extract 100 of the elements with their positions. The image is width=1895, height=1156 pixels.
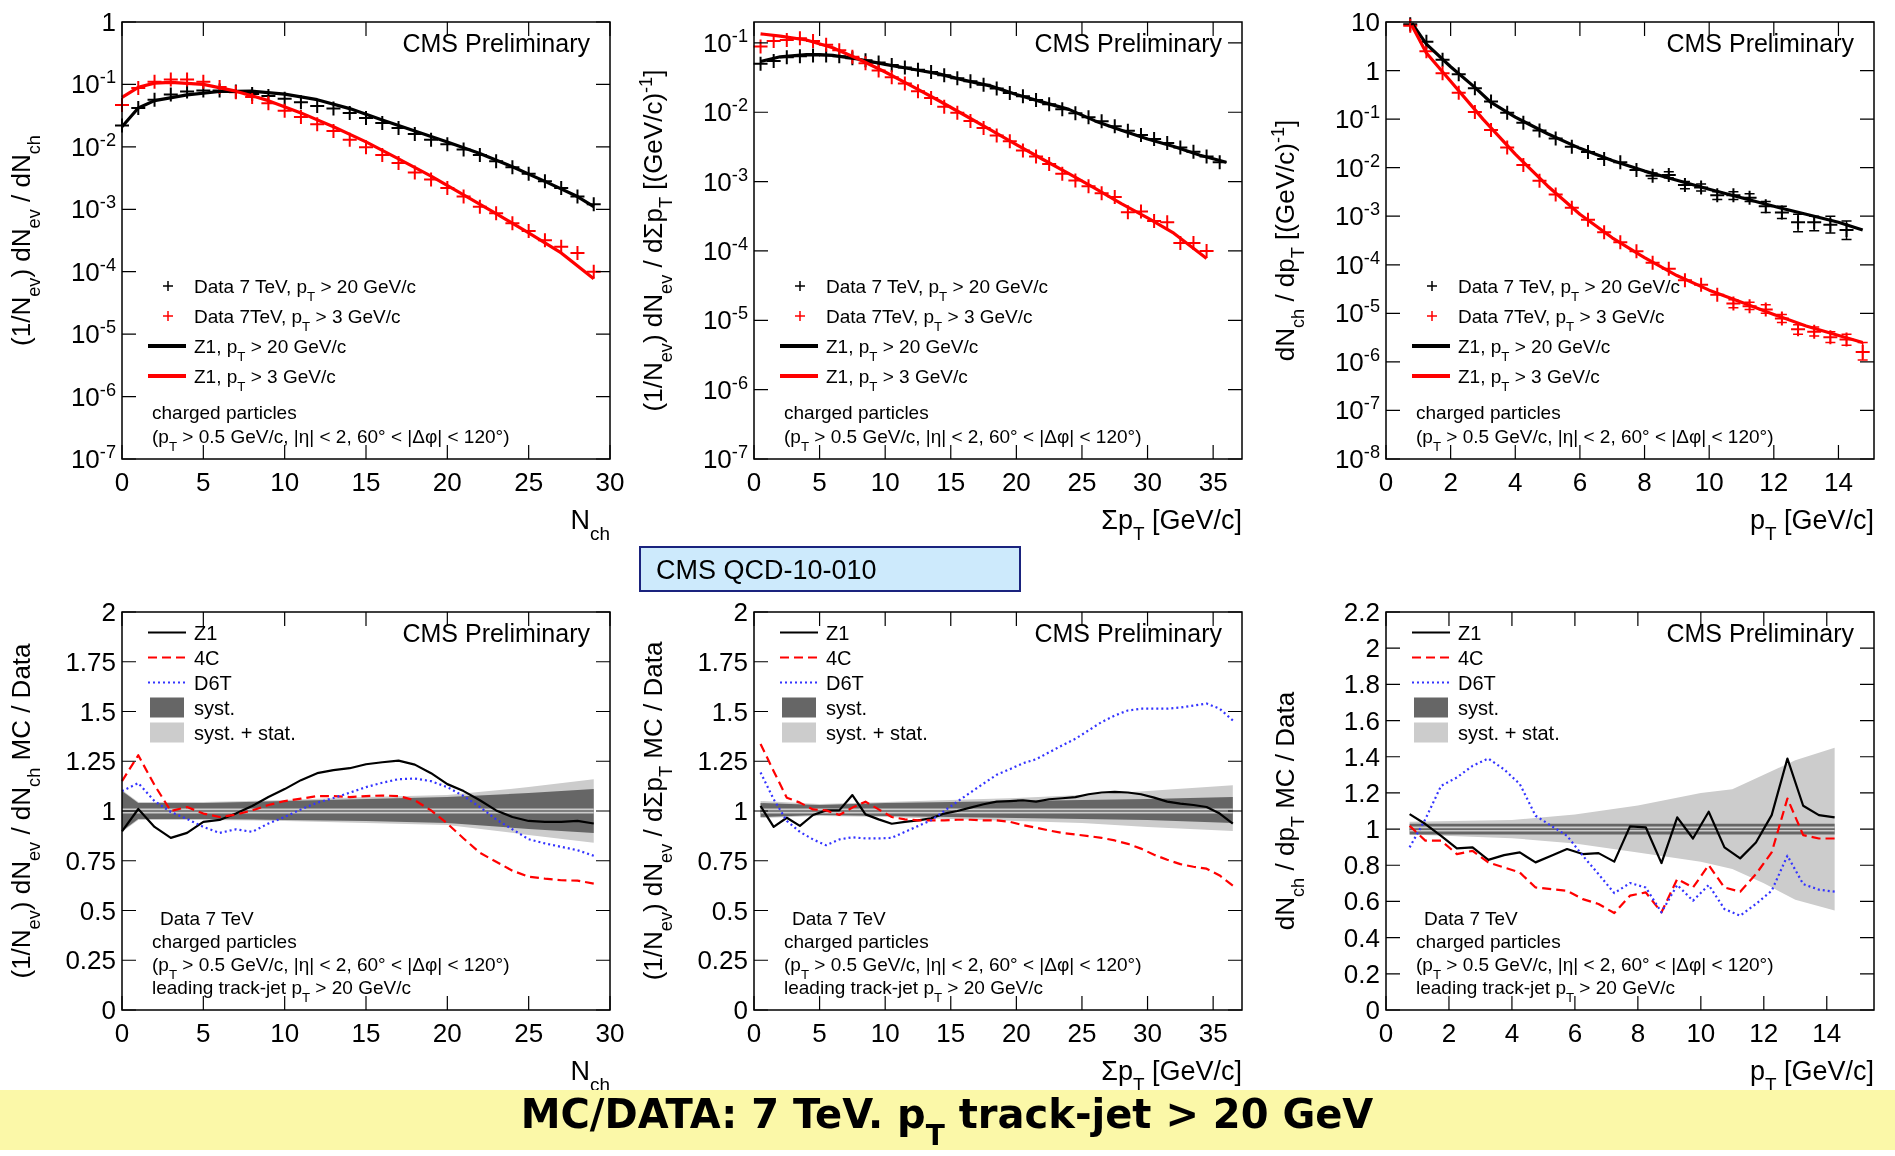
x-tick-label: 2	[1443, 467, 1458, 497]
x-axis-title: p$_{T}$ [GeV/c]	[1749, 505, 1874, 544]
x-tick-label: 10	[270, 1018, 300, 1048]
legend-label: D6T	[194, 671, 232, 694]
x-tick-label: 5	[812, 467, 827, 497]
y-tick-label: 10$^{-5}$	[1334, 296, 1380, 329]
annotation: CMS Preliminary	[1666, 29, 1855, 57]
annotation: CMS Preliminary	[1034, 619, 1223, 647]
legend-label: 4C	[826, 646, 852, 669]
annotation: CMS Preliminary	[1034, 29, 1223, 57]
y-tick-label: 10$^{-7}$	[70, 442, 116, 474]
x-tick-label: 4	[1508, 467, 1523, 497]
y-tick-label: 0.4	[1343, 922, 1380, 953]
x-axis-title: N$_{ch}$	[570, 505, 610, 544]
x-tick-label: 15	[936, 1018, 966, 1048]
annotation: (p$_{T}$ > 0.5 GeV/c, |η| < 2, 60° < |Δφ| < 120°)	[1416, 426, 1774, 454]
x-tick-label: 10	[1694, 467, 1724, 497]
y-tick-label: 0	[733, 995, 748, 1025]
legend-label: Z1, p$_{T}$ > 3 GeV/c	[826, 366, 968, 394]
x-tick-label: 25	[514, 1018, 544, 1048]
x-tick-label: 6	[1572, 467, 1588, 497]
annotation: (p$_{T}$ > 0.5 GeV/c, |η| < 2, 60° < |Δφ| < 120°)	[152, 426, 510, 454]
x-tick-label: 14	[1823, 467, 1853, 497]
x-tick-label: 10	[870, 1018, 900, 1048]
y-tick-label: 2	[733, 597, 748, 627]
y-tick-label: 10$^{-4}$	[70, 254, 116, 287]
legend-label: Z1, p$_{T}$ > 20 GeV/c	[194, 336, 347, 364]
annotation: (p$_{T}$ > 0.5 GeV/c, |η| < 2, 60° < |Δφ| < 120°)	[152, 954, 510, 982]
y-tick-label: 10$^{-3}$	[1334, 199, 1380, 232]
x-tick-label: 30	[1133, 1018, 1163, 1048]
x-tick-label: 2	[1441, 1018, 1457, 1048]
y-tick-label: 2.2	[1343, 597, 1380, 627]
y-tick-label: 10$^{-7}$	[1334, 393, 1380, 426]
x-tick-label: 20	[432, 1018, 462, 1048]
legend-label: Z1, p$_{T}$ > 3 GeV/c	[194, 366, 336, 394]
y-tick-label: 0.25	[65, 945, 116, 976]
legend-label: syst.	[826, 696, 868, 719]
y-tick-label: 1.5	[711, 696, 748, 727]
y-tick-label: 0.8	[1343, 850, 1380, 881]
x-tick-label: 15	[351, 467, 381, 497]
y-tick-label: 10	[1351, 7, 1380, 37]
legend-label: Data 7 TeV, p$_{T}$ > 20 GeV/c	[826, 276, 1049, 304]
y-tick-label: 10$^{-4}$	[702, 233, 748, 266]
x-tick-label: 12	[1759, 467, 1789, 497]
x-tick-label: 30	[595, 467, 625, 497]
legend-label: Data 7TeV, p$_{T}$ > 3 GeV/c	[1458, 306, 1665, 334]
y-tick-label: 10$^{-8}$	[1334, 442, 1380, 474]
y-tick-label: 0.25	[697, 945, 748, 976]
annotation: charged particles	[784, 402, 929, 423]
y-tick-label: 1	[1365, 55, 1380, 86]
annotation: charged particles	[152, 402, 297, 423]
x-tick-label: 10	[270, 467, 300, 497]
x-tick-label: 10	[870, 467, 900, 497]
legend-label: Data 7 TeV, p$_{T}$ > 20 GeV/c	[1458, 276, 1681, 304]
y-tick-label: 0.5	[711, 895, 748, 926]
x-tick-label: 5	[196, 467, 211, 497]
annotation: CMS Preliminary	[402, 29, 591, 57]
y-tick-label: 0	[101, 995, 116, 1025]
legend-label: Z1, p$_{T}$ > 20 GeV/c	[1458, 336, 1611, 364]
y-tick-label: 1.2	[1343, 777, 1380, 808]
x-tick-label: 35	[1198, 1018, 1228, 1048]
y-tick-label: 1.75	[65, 646, 116, 677]
annotation: charged particles	[152, 931, 297, 952]
y-tick-label: 10$^{-2}$	[70, 129, 116, 162]
y-tick-label: 1.25	[697, 746, 748, 777]
annotation: (p$_{T}$ > 0.5 GeV/c, |η| < 2, 60° < |Δφ| < 120°)	[1416, 954, 1774, 982]
y-tick-label: 10$^{-5}$	[702, 303, 748, 336]
y-tick-label: 1	[101, 796, 116, 826]
annotation: charged particles	[1416, 931, 1561, 952]
x-tick-label: 25	[514, 467, 544, 497]
y-tick-label: 0.2	[1343, 958, 1380, 989]
legend-label: 4C	[1458, 646, 1484, 669]
y-tick-label: 1.4	[1343, 741, 1380, 772]
annotation: charged particles	[784, 931, 929, 952]
legend-label: syst.	[194, 696, 236, 719]
y-tick-label: 10$^{-3}$	[70, 192, 116, 225]
x-tick-label: 14	[1812, 1018, 1842, 1048]
x-tick-label: 20	[1001, 1018, 1031, 1048]
x-tick-label: 35	[1198, 467, 1228, 497]
x-tick-label: 8	[1637, 467, 1652, 497]
x-tick-label: 20	[432, 467, 462, 497]
x-tick-label: 5	[196, 1018, 211, 1048]
y-tick-label: 2	[1365, 633, 1380, 664]
legend-label: Data 7 TeV, p$_{T}$ > 20 GeV/c	[194, 276, 417, 304]
y-tick-label: 0	[1365, 995, 1380, 1025]
y-tick-label: 1	[101, 7, 116, 37]
x-tick-label: 30	[595, 1018, 625, 1048]
annotation: Data 7 TeV	[160, 908, 254, 929]
legend-label: Z1	[1458, 621, 1482, 644]
legend-label: Z1	[194, 621, 218, 644]
legend-label: Data 7TeV, p$_{T}$ > 3 GeV/c	[826, 306, 1033, 334]
text: CMS QCD-10-010	[656, 555, 877, 585]
x-tick-label: 30	[1133, 467, 1163, 497]
y-tick-label: 2	[101, 597, 116, 627]
x-tick-label: 8	[1630, 1018, 1646, 1048]
legend-label: syst. + stat.	[1458, 721, 1560, 744]
x-tick-label: 12	[1749, 1018, 1779, 1048]
legend-label: Z1, p$_{T}$ > 20 GeV/c	[826, 336, 979, 364]
y-tick-label: 10$^{-2}$	[702, 95, 748, 128]
text: MC/DATA: 7 TeV. p$_{T}$ track-jet > 20 GeV	[520, 1091, 1374, 1152]
